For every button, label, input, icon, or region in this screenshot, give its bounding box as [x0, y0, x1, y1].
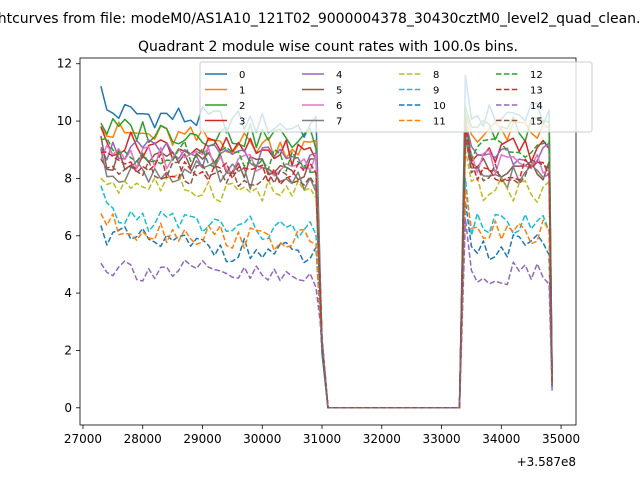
legend-label-5: 5: [336, 86, 342, 97]
x-tick-label: 28000: [124, 432, 162, 446]
legend-label-7: 7: [336, 117, 342, 128]
series-line-15: [100, 134, 553, 409]
y-tick-label: 10: [57, 114, 72, 128]
legend-label-6: 6: [336, 101, 342, 112]
x-axis-offset-label: +3.587e8: [517, 455, 576, 469]
legend-label-12: 12: [530, 70, 543, 81]
legend-label-10: 10: [433, 101, 446, 112]
x-tick-label: 27000: [64, 432, 102, 446]
y-axis-ticks: 0 2 4 6 8 10 12: [57, 57, 80, 415]
legend-label-2: 2: [239, 101, 245, 112]
legend-label-14: 14: [530, 101, 543, 112]
legend-label-9: 9: [433, 86, 439, 97]
legend-label-3: 3: [239, 117, 245, 128]
y-tick-label: 2: [64, 343, 72, 357]
series-line-12: [100, 114, 553, 409]
legend-label-4: 4: [336, 70, 342, 81]
legend-box: [199, 61, 593, 133]
series-line-9: [100, 177, 553, 409]
series-line-11: [100, 189, 553, 409]
series-layer: [100, 74, 553, 409]
y-tick-label: 12: [57, 57, 72, 71]
x-tick-label: 33000: [422, 432, 460, 446]
y-tick-label: 8: [64, 171, 72, 185]
x-tick-label: 31000: [303, 432, 341, 446]
legend-label-13: 13: [530, 86, 543, 97]
legend-label-8: 8: [433, 70, 439, 81]
x-tick-label: 32000: [363, 432, 401, 446]
legend-label-15: 15: [530, 117, 543, 128]
figure-suptitle: Lightcurves from file: modeM0/AS1A10_121…: [0, 11, 640, 27]
x-tick-label: 34000: [482, 432, 520, 446]
y-tick-label: 4: [64, 286, 72, 300]
legend-label-11: 11: [433, 117, 446, 128]
x-tick-label: 29000: [183, 432, 221, 446]
x-axis-ticks: 27000 28000 29000 30000 31000 32000 33000 34000…: [64, 425, 580, 446]
legend-label-1: 1: [239, 86, 245, 97]
axes-spines: [79, 57, 577, 426]
series-line-8: [100, 149, 553, 409]
chart-title: Quadrant 2 module wise count rates with …: [138, 39, 518, 55]
axes-frame: [79, 57, 577, 426]
y-tick-label: 0: [64, 401, 72, 415]
y-tick-label: 6: [64, 229, 72, 243]
x-tick-label: 35000: [542, 432, 580, 446]
x-tick-label: 30000: [243, 432, 281, 446]
legend-label-0: 0: [239, 70, 245, 81]
